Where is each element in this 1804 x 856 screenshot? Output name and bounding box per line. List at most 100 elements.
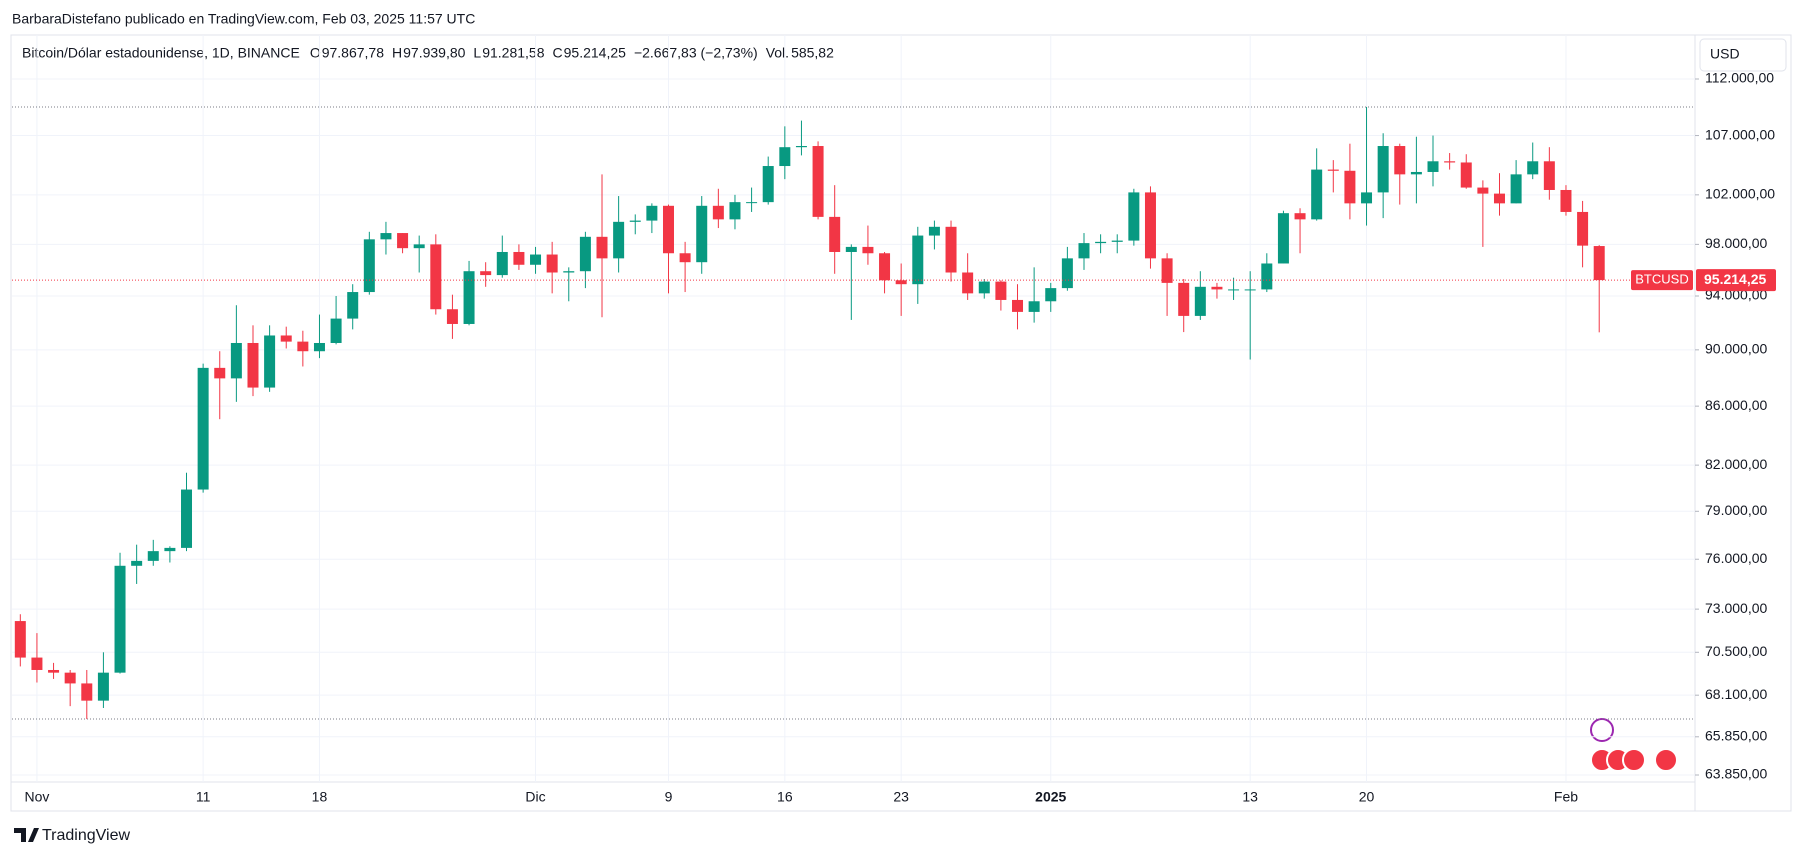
candle (114, 552, 126, 674)
candle (1028, 267, 1040, 323)
legend-volume: 585,82 (791, 45, 834, 61)
y-tick-label: 65.850,00 (1705, 728, 1767, 744)
candle-body (463, 271, 475, 324)
candle-body (1311, 169, 1323, 220)
candle (1095, 234, 1107, 254)
candle (181, 472, 193, 552)
candle-body (1211, 286, 1223, 290)
candle-body (762, 166, 774, 203)
candle (14, 614, 26, 667)
event-icons (1590, 718, 1678, 772)
candle (513, 244, 525, 270)
candle (31, 633, 43, 683)
candle (197, 363, 209, 493)
event-icon (1590, 718, 1614, 742)
candle-body (1410, 171, 1422, 175)
candle-body (712, 205, 724, 220)
legend-value: 97.939,80 (403, 45, 465, 61)
candle-body (530, 254, 542, 265)
candle (945, 220, 957, 282)
legend: Bitcoin/Dólar estadounidense, 1D, BINANC… (22, 45, 834, 61)
legend-symbol: Bitcoin/Dólar estadounidense, 1D, BINANC… (22, 45, 300, 61)
candle-body (1460, 162, 1472, 188)
candle-body (81, 683, 93, 701)
candle (1560, 185, 1572, 216)
candle-body (662, 205, 674, 254)
candle (380, 221, 392, 255)
candle (1593, 245, 1605, 333)
candle-body (729, 202, 741, 220)
event-icon (1654, 748, 1678, 772)
candle-body (1394, 146, 1406, 175)
candle (746, 187, 758, 212)
x-tick-label: Feb (1554, 789, 1578, 805)
x-tick-label: Dic (525, 789, 545, 805)
candle (413, 235, 425, 273)
candle (1045, 282, 1057, 312)
candle-body (1244, 289, 1256, 291)
x-tick-label: 11 (196, 789, 211, 805)
candle-body (1543, 161, 1555, 190)
currency-button[interactable] (1699, 38, 1787, 72)
candle (1194, 271, 1206, 320)
candle-body (845, 246, 857, 252)
y-tick-label: 79.000,00 (1705, 502, 1767, 518)
candle (995, 280, 1007, 311)
candle-body (862, 246, 874, 254)
candle-body (795, 146, 807, 148)
candle-body (746, 202, 758, 204)
candle-body (330, 318, 342, 343)
candle-body (147, 551, 159, 561)
candle (1510, 160, 1522, 204)
candle (1128, 188, 1140, 246)
legend-key: L (473, 45, 481, 61)
candle (962, 253, 974, 300)
legend-key: C (553, 45, 563, 61)
candle (214, 351, 226, 420)
candle (895, 263, 907, 316)
candle-body (363, 239, 375, 293)
candle (64, 669, 76, 707)
candle (1377, 133, 1389, 219)
y-tick-label: 102.000,00 (1705, 186, 1775, 202)
legend-volume-key: Vol. (766, 45, 789, 61)
x-tick-label: 2025 (1035, 789, 1066, 805)
symbol-tag (1631, 270, 1693, 291)
candle-body (1593, 246, 1605, 281)
candle-body (1294, 213, 1306, 220)
currency-label[interactable]: USD (1710, 46, 1740, 62)
candle-body (1477, 187, 1489, 194)
candle-body (1427, 161, 1439, 172)
candle-body (879, 253, 891, 281)
candle-body (812, 146, 824, 217)
candle (264, 325, 276, 392)
candle (1444, 153, 1456, 170)
candle-body (1228, 289, 1240, 291)
candle-body (978, 281, 990, 294)
candle-body (446, 309, 458, 324)
candle (1410, 136, 1422, 204)
candle (812, 141, 824, 220)
candle-body (629, 220, 641, 222)
candle-body (513, 251, 525, 265)
candle-body (1111, 240, 1123, 242)
candle-body (1577, 211, 1589, 246)
candle (1161, 253, 1173, 316)
candle-body (679, 253, 691, 263)
candle (1361, 106, 1373, 226)
candle-body (1527, 161, 1539, 175)
candle-body (995, 281, 1007, 300)
candle-body (1095, 241, 1107, 244)
candle-body (64, 672, 76, 684)
candle-body (480, 271, 492, 276)
legend-value: 97.867,78 (322, 45, 384, 61)
candle (1228, 277, 1240, 300)
candle (563, 267, 575, 302)
candle (1493, 173, 1505, 216)
candle-body (181, 489, 193, 548)
y-tick-label: 73.000,00 (1705, 600, 1767, 616)
candle-body (197, 367, 209, 490)
x-tick-label: 13 (1242, 789, 1258, 805)
candle-body (1144, 192, 1156, 259)
